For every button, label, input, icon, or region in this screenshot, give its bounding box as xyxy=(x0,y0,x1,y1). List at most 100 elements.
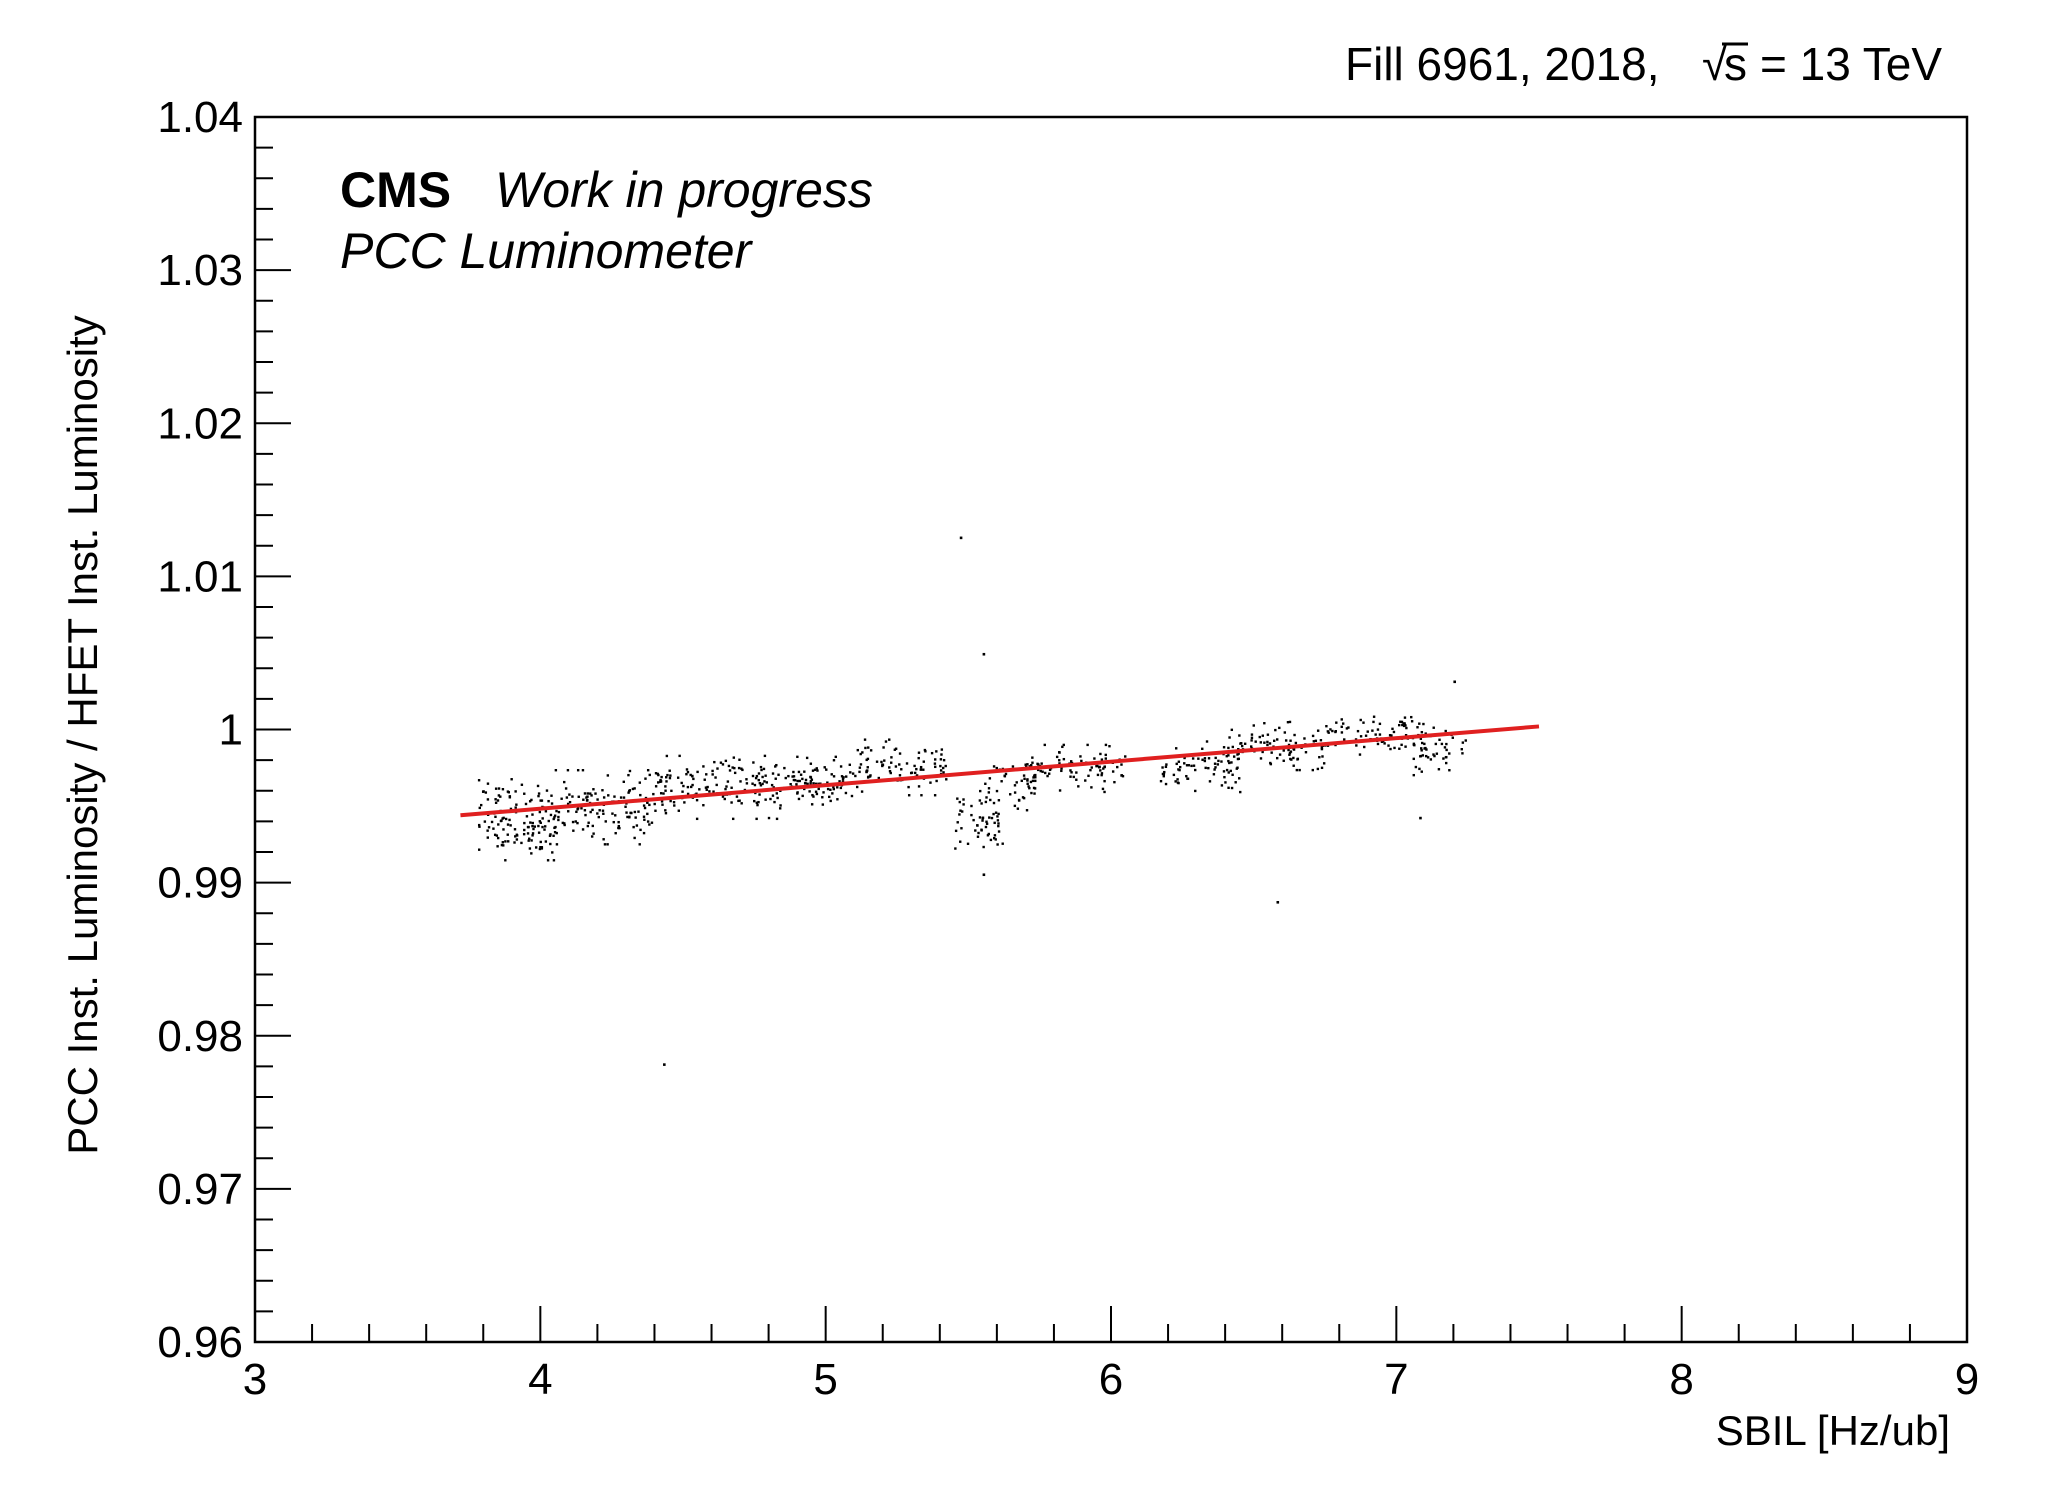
data-point xyxy=(890,761,893,764)
data-point xyxy=(648,823,651,826)
data-point xyxy=(628,816,631,819)
data-point xyxy=(1425,748,1428,751)
data-point xyxy=(954,829,958,833)
data-point xyxy=(1412,742,1416,746)
data-point xyxy=(1060,767,1063,770)
data-point xyxy=(996,815,999,818)
data-point xyxy=(1179,765,1182,769)
data-point xyxy=(1363,745,1366,749)
data-point xyxy=(642,804,646,807)
data-point xyxy=(1400,743,1403,747)
data-point xyxy=(1162,772,1166,776)
data-point xyxy=(889,771,892,775)
data-point xyxy=(907,794,911,797)
data-point xyxy=(1030,763,1033,767)
data-point xyxy=(477,779,481,782)
data-point xyxy=(665,754,669,758)
data-point xyxy=(477,823,481,827)
data-point xyxy=(960,827,963,830)
data-point xyxy=(962,803,965,806)
data-point xyxy=(1234,781,1237,784)
data-point xyxy=(539,840,542,844)
data-point xyxy=(755,801,759,805)
data-point xyxy=(1058,789,1062,792)
data-point xyxy=(1432,753,1435,756)
data-point xyxy=(888,766,891,769)
data-point xyxy=(633,787,636,790)
data-point xyxy=(1419,755,1422,758)
x-tick-label: 9 xyxy=(1955,1355,1979,1404)
data-point xyxy=(601,789,604,792)
data-point xyxy=(664,789,667,792)
data-point xyxy=(592,788,595,791)
data-point xyxy=(528,847,532,850)
data-point xyxy=(1004,772,1008,776)
data-point xyxy=(1294,741,1298,745)
data-point xyxy=(1077,785,1080,788)
data-point xyxy=(775,817,779,821)
data-point xyxy=(501,841,505,844)
data-point xyxy=(1461,741,1465,744)
data-point xyxy=(839,786,843,790)
y-tick-label: 1.03 xyxy=(157,246,243,295)
data-point xyxy=(544,810,548,813)
data-point xyxy=(515,803,518,806)
data-point xyxy=(654,809,657,812)
data-point xyxy=(758,781,762,785)
data-point xyxy=(499,819,503,823)
data-point xyxy=(1304,751,1308,754)
data-point xyxy=(1292,756,1295,760)
data-point xyxy=(1298,768,1301,772)
data-point xyxy=(869,774,872,777)
data-point xyxy=(1098,765,1101,769)
data-point xyxy=(1238,777,1241,780)
data-point xyxy=(751,774,755,778)
data-point xyxy=(890,756,893,759)
data-point xyxy=(514,806,517,809)
data-point xyxy=(1405,726,1408,730)
y-axis-title: PCC Inst. Luminosity / HFET Inst. Lumino… xyxy=(59,315,106,1155)
data-point xyxy=(482,790,485,793)
data-point xyxy=(691,783,694,787)
data-point xyxy=(1401,723,1404,727)
data-point xyxy=(821,803,825,806)
data-point xyxy=(486,782,490,785)
data-point xyxy=(1412,757,1415,761)
data-point xyxy=(1214,766,1217,769)
data-point xyxy=(1208,780,1212,783)
data-point xyxy=(644,777,647,780)
data-point xyxy=(941,766,945,770)
data-point xyxy=(540,799,544,802)
data-point xyxy=(1316,729,1320,732)
data-point xyxy=(531,832,535,835)
data-point xyxy=(585,796,588,799)
x-tick-labels: 3 4 5 6 7 8 9 xyxy=(243,1355,1979,1404)
data-point xyxy=(1003,774,1006,777)
data-point xyxy=(812,782,815,785)
data-point xyxy=(563,780,566,784)
data-point xyxy=(682,784,685,788)
data-point xyxy=(1075,778,1078,781)
data-point xyxy=(583,809,587,812)
y-tick-label: 1.02 xyxy=(157,399,243,448)
data-point xyxy=(1287,748,1290,752)
data-point xyxy=(1293,733,1296,737)
data-point xyxy=(905,762,909,765)
data-point xyxy=(1034,776,1037,779)
data-point xyxy=(830,773,833,776)
data-point xyxy=(638,843,641,846)
data-point xyxy=(1282,749,1285,752)
data-point xyxy=(702,803,705,807)
data-point xyxy=(731,817,735,821)
data-point xyxy=(633,836,636,840)
data-point xyxy=(581,769,585,772)
data-point xyxy=(1240,744,1244,748)
data-point xyxy=(1318,755,1321,759)
data-point xyxy=(993,821,996,825)
cms-label: CMS xyxy=(340,162,451,218)
data-point xyxy=(543,825,547,828)
data-point xyxy=(530,852,533,855)
data-point xyxy=(845,775,848,778)
data-point xyxy=(988,777,992,780)
data-point xyxy=(619,796,623,799)
